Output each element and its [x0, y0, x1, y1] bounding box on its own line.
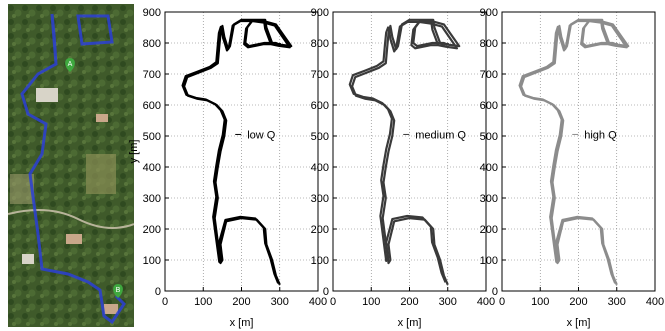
- tick-labels: 0 100 200 300 400010020030040050060070080090…: [311, 7, 496, 308]
- trajectory-lines: [348, 18, 461, 286]
- x-tick-label: 400: [646, 296, 664, 308]
- legend-label: medium Q: [415, 129, 466, 141]
- x-tick-label: 200: [569, 296, 587, 308]
- x-axis-label: x [m]: [567, 317, 591, 329]
- y-tick-label: 800: [311, 38, 329, 50]
- map-building: [36, 88, 58, 102]
- trajectory-line-1: [348, 20, 458, 283]
- y-tick-label: 600: [311, 100, 329, 112]
- y-tick-label: 500: [480, 131, 498, 143]
- legend-label: high Q: [584, 129, 617, 141]
- x-tick-label: 100: [362, 296, 380, 308]
- y-tick-label: 900: [480, 7, 498, 19]
- x-tick-label: 200: [400, 296, 418, 308]
- y-tick-label: 0: [155, 286, 161, 298]
- marker-b-label: B: [116, 287, 121, 294]
- tick-labels: 0 100 200 300 400010020030040050060070080090…: [143, 7, 328, 308]
- legend: low Q: [235, 129, 276, 141]
- y-tick-label: 200: [143, 224, 161, 236]
- y-tick-label: 700: [480, 69, 498, 81]
- y-tick-label: 500: [311, 131, 329, 143]
- x-tick-label: 200: [232, 296, 250, 308]
- trajectory-line-1: [181, 19, 291, 284]
- trajectory-lines: [518, 18, 630, 286]
- marker-b[interactable]: B: [113, 284, 123, 298]
- x-axis-label: x [m]: [398, 317, 422, 329]
- map-building: [96, 114, 108, 122]
- y-tick-label: 800: [143, 38, 161, 50]
- tick-labels: 0 100 200 300 400010020030040050060070080090…: [480, 7, 665, 308]
- marker-a-label: A: [68, 61, 73, 68]
- y-tick-label: 400: [143, 162, 161, 174]
- map-road: [8, 209, 134, 229]
- map-building: [66, 234, 82, 244]
- satellite-map: A B: [8, 4, 134, 327]
- x-tick-label: 400: [309, 296, 327, 308]
- x-tick-label: 0: [162, 296, 168, 308]
- y-tick-label: 100: [480, 255, 498, 267]
- x-tick-label: 0: [330, 296, 336, 308]
- y-tick-label: 100: [311, 255, 329, 267]
- y-tick-label: 900: [311, 7, 329, 19]
- y-tick-label: 200: [480, 224, 498, 236]
- y-tick-label: 200: [311, 224, 329, 236]
- y-tick-label: 0: [323, 286, 329, 298]
- x-tick-label: 300: [608, 296, 626, 308]
- y-tick-label: 300: [143, 193, 161, 205]
- y-tick-label: 800: [480, 38, 498, 50]
- y-tick-label: 600: [480, 100, 498, 112]
- y-tick-label: 400: [311, 162, 329, 174]
- y-tick-label: 400: [480, 162, 498, 174]
- y-tick-label: 500: [143, 131, 161, 143]
- x-axis-label: x [m]: [230, 317, 254, 329]
- y-tick-label: 700: [311, 69, 329, 81]
- map-field: [86, 154, 116, 194]
- x-tick-label: 0: [499, 296, 505, 308]
- legend: medium Q: [403, 129, 466, 141]
- y-tick-label: 300: [311, 193, 329, 205]
- y-tick-label: 700: [143, 69, 161, 81]
- y-axis-label: y [m]: [128, 140, 140, 164]
- map-building: [22, 254, 34, 264]
- map-route: [20, 13, 126, 325]
- y-tick-label: 100: [143, 255, 161, 267]
- marker-a[interactable]: A: [65, 58, 75, 72]
- trajectory-line-0: [351, 18, 461, 286]
- trajectory-line-1: [518, 19, 628, 284]
- y-tick-label: 600: [143, 100, 161, 112]
- y-tick-label: 900: [143, 7, 161, 19]
- x-tick-label: 400: [477, 296, 495, 308]
- legend: high Q: [572, 129, 617, 141]
- x-tick-label: 100: [531, 296, 549, 308]
- trajectory-lines: [181, 18, 293, 286]
- x-tick-label: 100: [194, 296, 212, 308]
- legend-label: low Q: [247, 129, 276, 141]
- y-tick-label: 0: [492, 286, 498, 298]
- plot-grid: [502, 12, 655, 291]
- map-building: [104, 304, 118, 314]
- trajectory-line-0: [519, 18, 630, 286]
- x-tick-label: 300: [439, 296, 457, 308]
- y-tick-label: 300: [480, 193, 498, 205]
- x-tick-label: 300: [271, 296, 289, 308]
